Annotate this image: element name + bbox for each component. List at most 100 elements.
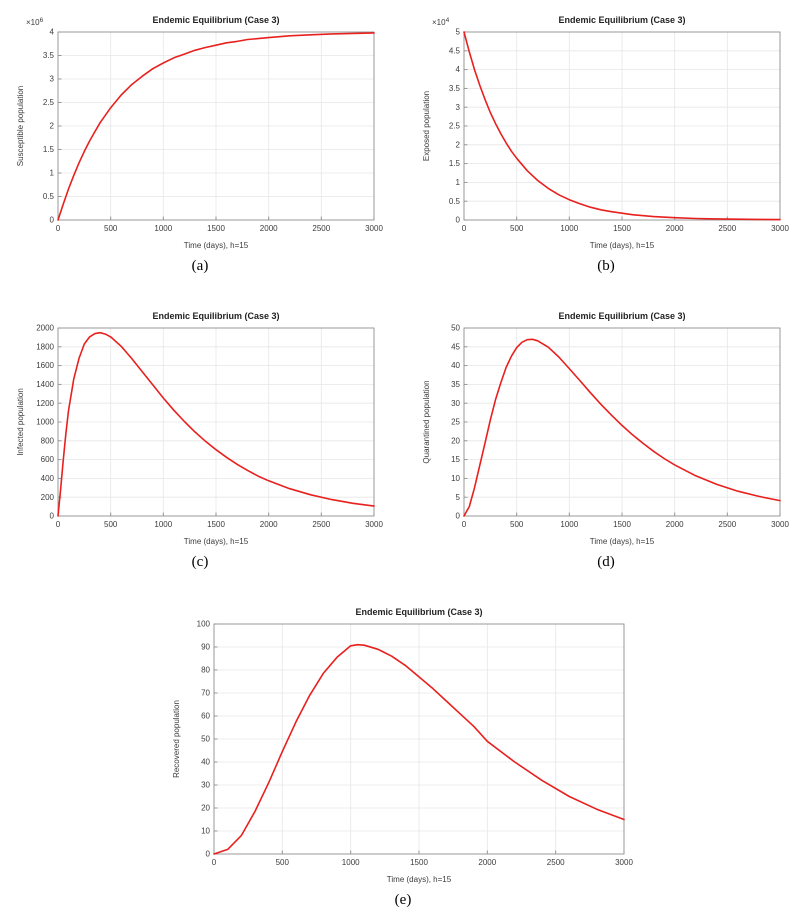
chart-a-caption: (a) bbox=[191, 258, 209, 274]
svg-text:Time (days), h=15: Time (days), h=15 bbox=[590, 537, 655, 546]
row-2: 0 500 1000 1500 2000 2500 3000 0 200 400 600 800 100… bbox=[0, 302, 806, 572]
svg-text:0.5: 0.5 bbox=[43, 192, 55, 201]
svg-text:0.5: 0.5 bbox=[449, 197, 461, 206]
svg-text:Time (days), h=15: Time (days), h=15 bbox=[184, 241, 249, 250]
svg-text:Time (days), h=15: Time (days), h=15 bbox=[387, 875, 452, 884]
svg-text:Endemic Equilibrium (Case 3): Endemic Equilibrium (Case 3) bbox=[152, 311, 279, 321]
svg-text:1400: 1400 bbox=[36, 380, 54, 389]
svg-text:2000: 2000 bbox=[478, 858, 496, 867]
chart-d-plot: 0 500 1000 1500 2000 2500 3000 0 5 10 15 20 25 30 35 40… bbox=[422, 311, 789, 546]
svg-text:1500: 1500 bbox=[613, 224, 631, 233]
svg-text:20: 20 bbox=[451, 436, 460, 445]
svg-text:2500: 2500 bbox=[718, 224, 736, 233]
svg-text:1000: 1000 bbox=[342, 858, 360, 867]
svg-text:800: 800 bbox=[41, 436, 55, 445]
chart-c-caption: (c) bbox=[191, 554, 209, 570]
svg-text:90: 90 bbox=[201, 643, 210, 652]
svg-text:5: 5 bbox=[456, 28, 461, 37]
svg-text:4: 4 bbox=[50, 28, 55, 37]
chart-d: 0 500 1000 1500 2000 2500 3000 0 5 10 15 20 25 30 35 40… bbox=[418, 302, 794, 572]
svg-text:1800: 1800 bbox=[36, 342, 54, 351]
chart-e-plot: 0 500 1000 1500 2000 2500 3000 0 10 20 30 40 50 60 70 8… bbox=[172, 607, 633, 884]
svg-text:0: 0 bbox=[212, 858, 217, 867]
svg-text:3000: 3000 bbox=[771, 520, 789, 529]
svg-text:35: 35 bbox=[451, 380, 460, 389]
svg-text:1: 1 bbox=[456, 178, 461, 187]
svg-text:20: 20 bbox=[201, 804, 210, 813]
svg-text:100: 100 bbox=[197, 620, 211, 629]
chart-b-plot: 0 500 1000 1500 2000 2500 3000 0 0.5 1 1.5 2 2.5 3 3.5… bbox=[422, 15, 789, 250]
svg-text:2500: 2500 bbox=[718, 520, 736, 529]
svg-text:Time (days), h=15: Time (days), h=15 bbox=[590, 241, 655, 250]
chart-b-caption: (b) bbox=[597, 258, 615, 274]
svg-text:0: 0 bbox=[206, 850, 211, 859]
svg-text:2000: 2000 bbox=[260, 520, 278, 529]
svg-text:1500: 1500 bbox=[613, 520, 631, 529]
svg-text:40: 40 bbox=[201, 758, 210, 767]
svg-text:25: 25 bbox=[451, 418, 460, 427]
svg-text:600: 600 bbox=[41, 455, 55, 464]
svg-text:1000: 1000 bbox=[154, 520, 172, 529]
svg-text:1.5: 1.5 bbox=[449, 159, 461, 168]
svg-text:4: 4 bbox=[456, 65, 461, 74]
svg-text:0: 0 bbox=[456, 512, 461, 521]
svg-text:Exposed population: Exposed population bbox=[422, 91, 431, 161]
svg-text:80: 80 bbox=[201, 666, 210, 675]
svg-text:1500: 1500 bbox=[410, 858, 428, 867]
svg-text:Susceptible population: Susceptible population bbox=[16, 86, 25, 167]
svg-text:60: 60 bbox=[201, 712, 210, 721]
svg-text:50: 50 bbox=[451, 324, 460, 333]
svg-text:45: 45 bbox=[451, 342, 460, 351]
svg-text:4.5: 4.5 bbox=[449, 46, 461, 55]
svg-text:500: 500 bbox=[104, 224, 118, 233]
svg-text:0: 0 bbox=[50, 216, 55, 225]
svg-text:30: 30 bbox=[451, 399, 460, 408]
svg-text:2000: 2000 bbox=[260, 224, 278, 233]
svg-text:3000: 3000 bbox=[615, 858, 633, 867]
svg-text:2500: 2500 bbox=[312, 520, 330, 529]
svg-text:500: 500 bbox=[276, 858, 290, 867]
svg-text:1000: 1000 bbox=[560, 224, 578, 233]
svg-text:0: 0 bbox=[462, 224, 467, 233]
row-3: 0 500 1000 1500 2000 2500 3000 0 10 20 30 40 50 60 70 8… bbox=[0, 598, 806, 910]
svg-text:10: 10 bbox=[201, 827, 210, 836]
svg-text:×104: ×104 bbox=[432, 17, 450, 27]
svg-text:Endemic Equilibrium (Case 3): Endemic Equilibrium (Case 3) bbox=[558, 15, 685, 25]
chart-c-plot: 0 500 1000 1500 2000 2500 3000 0 200 400 600 800 100… bbox=[16, 311, 383, 546]
svg-text:0: 0 bbox=[56, 520, 61, 529]
svg-text:2500: 2500 bbox=[312, 224, 330, 233]
svg-text:3: 3 bbox=[50, 75, 55, 84]
chart-a: 0 500 1000 1500 2000 2500 3000 0 0.5 1 1.5 2 2.5 3 3.5… bbox=[12, 6, 388, 276]
svg-text:1000: 1000 bbox=[36, 418, 54, 427]
svg-text:1000: 1000 bbox=[560, 520, 578, 529]
svg-text:3.5: 3.5 bbox=[43, 51, 55, 60]
svg-text:0: 0 bbox=[462, 520, 467, 529]
svg-text:10: 10 bbox=[451, 474, 460, 483]
chart-d-caption: (d) bbox=[597, 554, 615, 570]
svg-text:1000: 1000 bbox=[154, 224, 172, 233]
svg-text:Recovered population: Recovered population bbox=[172, 700, 181, 778]
svg-text:500: 500 bbox=[510, 520, 524, 529]
row-1: 0 500 1000 1500 2000 2500 3000 0 0.5 1 1.5 2 2.5 3 3.5… bbox=[0, 6, 806, 276]
svg-text:Endemic Equilibrium (Case 3): Endemic Equilibrium (Case 3) bbox=[558, 311, 685, 321]
svg-text:2000: 2000 bbox=[666, 520, 684, 529]
svg-text:3.5: 3.5 bbox=[449, 84, 461, 93]
svg-text:0: 0 bbox=[456, 216, 461, 225]
svg-text:40: 40 bbox=[451, 361, 460, 370]
svg-text:×106: ×106 bbox=[26, 17, 44, 27]
svg-text:70: 70 bbox=[201, 689, 210, 698]
svg-text:2: 2 bbox=[50, 122, 55, 131]
svg-text:Endemic Equilibrium (Case 3): Endemic Equilibrium (Case 3) bbox=[152, 15, 279, 25]
svg-text:5: 5 bbox=[456, 493, 461, 502]
svg-text:Infected population: Infected population bbox=[16, 388, 25, 456]
svg-text:2500: 2500 bbox=[547, 858, 565, 867]
svg-text:1: 1 bbox=[50, 169, 55, 178]
svg-text:400: 400 bbox=[41, 474, 55, 483]
svg-text:3000: 3000 bbox=[365, 520, 383, 529]
svg-text:2.5: 2.5 bbox=[449, 122, 461, 131]
svg-text:0: 0 bbox=[50, 512, 55, 521]
svg-text:1500: 1500 bbox=[207, 520, 225, 529]
svg-text:2000: 2000 bbox=[36, 324, 54, 333]
chart-b: 0 500 1000 1500 2000 2500 3000 0 0.5 1 1.5 2 2.5 3 3.5… bbox=[418, 6, 794, 276]
